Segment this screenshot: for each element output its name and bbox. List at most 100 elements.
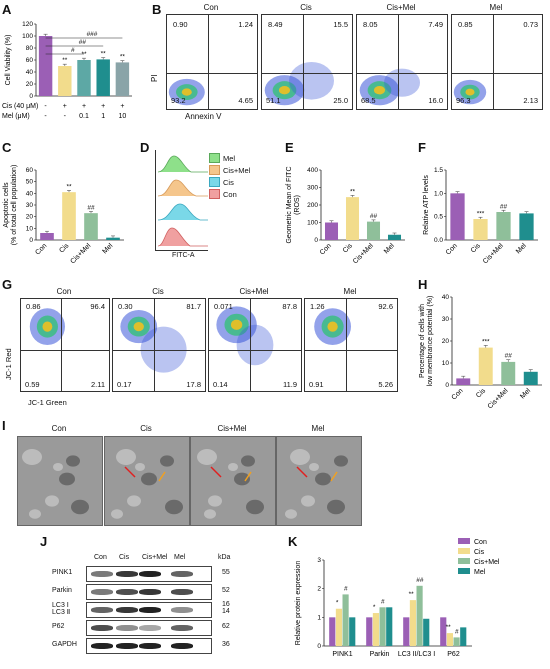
bar [379, 607, 386, 646]
bar [446, 633, 453, 646]
category-label: Con [451, 387, 465, 401]
y-tick-label: 1.0 [434, 190, 443, 197]
bar [501, 361, 516, 385]
legend-swatch [458, 558, 470, 564]
panel-g-plot: 0.86 96.4 0.59 2.11 [20, 298, 110, 392]
blot-row-label: LC3 Ⅰ [52, 602, 69, 609]
blot-band [116, 625, 138, 631]
significance-mark: ** [409, 591, 415, 598]
gate-line-vertical [154, 299, 156, 391]
quadrant-ul: 1.26 [310, 302, 325, 311]
panel-b-plot: 0.90 1.24 93.2 4.65 [166, 14, 258, 110]
bar [324, 222, 339, 240]
x-row-value: - [64, 113, 67, 120]
quadrant-ur: 7.49 [428, 20, 443, 29]
quadrant-lr: 2.11 [90, 380, 105, 389]
blot-band [171, 625, 193, 631]
blot-band [139, 643, 161, 649]
density-core [42, 321, 53, 332]
em-title: Mel [311, 424, 325, 433]
y-tick-label: 60 [26, 167, 34, 174]
organelle [53, 463, 63, 471]
gate-line-vertical [250, 299, 252, 391]
y-axis-label: Geometric Mean of FITC(ROS) [286, 166, 301, 243]
panel-g-title: Cis+Mel [239, 287, 269, 296]
organelle [111, 509, 123, 519]
y-tick-label: 100 [307, 220, 318, 227]
quadrant-lr: 4.65 [238, 96, 253, 105]
significance-mark: ** [350, 188, 356, 195]
blot-band [139, 589, 161, 595]
red-arrow [124, 466, 136, 478]
panel-b-plot: 0.85 0.73 96.3 2.13 [451, 14, 543, 110]
quadrant-ul: 0.30 [118, 302, 133, 311]
significance-mark: *** [477, 210, 485, 217]
legend-swatch [458, 538, 470, 544]
organelle [208, 495, 222, 507]
y-tick-label: 60 [26, 57, 34, 64]
bracket-label: ## [79, 39, 87, 46]
bar [96, 59, 110, 96]
bar [84, 213, 98, 240]
organelle [234, 472, 250, 486]
y-axis-label: Apoptotic cells(% of total cell populati… [3, 165, 18, 246]
category-label: Cis [470, 242, 482, 254]
legend-d-mel: Mel [223, 153, 236, 163]
category-label: P62 [447, 651, 460, 658]
blot-band [171, 589, 193, 595]
gate-line-horizontal [452, 73, 542, 75]
panel-d-xlabel: FITC-A [172, 252, 195, 259]
blot-lane-label: Con [94, 554, 107, 561]
bar [349, 617, 356, 646]
em-image [104, 436, 190, 526]
y-tick-label: 1 [317, 614, 321, 621]
panel-g-title: Con [56, 287, 72, 296]
category-label: Mel [515, 242, 528, 255]
quadrant-ur: 0.73 [523, 20, 538, 29]
blot-row-label: PINK1 [52, 569, 73, 576]
legend-label: Cis+Mel [474, 559, 500, 566]
blot-band [116, 607, 138, 613]
y-tick-label: 20 [442, 338, 450, 345]
blot-strip [86, 620, 212, 636]
panel-b-plot: 8.49 15.5 51.1 25.0 [261, 14, 353, 110]
panel-b-title: Cis [300, 3, 312, 12]
x-row-label: Mel (μM) [2, 113, 30, 120]
organelle [241, 455, 255, 467]
y-axis-label: Relative protein expression [295, 561, 302, 646]
density-core [327, 321, 338, 332]
blot-band [116, 571, 138, 577]
legend-swatch [458, 568, 470, 574]
blot-band [116, 643, 138, 649]
bar [478, 347, 493, 385]
x-row-value: 1 [101, 113, 105, 120]
quadrant-lr: 25.0 [333, 96, 348, 105]
density-plot [120, 310, 187, 373]
organelle [315, 472, 331, 486]
y-tick-label: 40 [26, 190, 34, 197]
x-row-value: - [44, 103, 47, 110]
bar [366, 617, 373, 646]
panel-b-title: Con [203, 3, 219, 12]
gate-line-horizontal [167, 73, 257, 75]
panel-label-b: B [152, 2, 162, 17]
organelle [327, 499, 345, 515]
bar [409, 600, 416, 646]
gate-line-vertical [302, 15, 304, 109]
organelle [135, 463, 145, 471]
density-plot [453, 79, 487, 105]
quadrant-ll: 0.14 [213, 380, 228, 389]
y-tick-label: 0 [317, 643, 321, 650]
x-row-value: + [63, 103, 67, 110]
blot-band [91, 625, 113, 631]
gate-line-horizontal [21, 349, 109, 351]
quadrant-ur: 96.4 [90, 302, 105, 311]
panel-b-plot: 8.05 7.49 68.5 16.0 [356, 14, 448, 110]
panel-b-title: Mel [489, 3, 503, 12]
y-tick-label: 400 [307, 167, 318, 174]
organelle [59, 472, 75, 486]
organelle [197, 449, 217, 465]
x-row-value: + [120, 103, 124, 110]
blot-kda-value: 52 [222, 587, 230, 594]
blot-kda-value: 62 [222, 623, 230, 630]
